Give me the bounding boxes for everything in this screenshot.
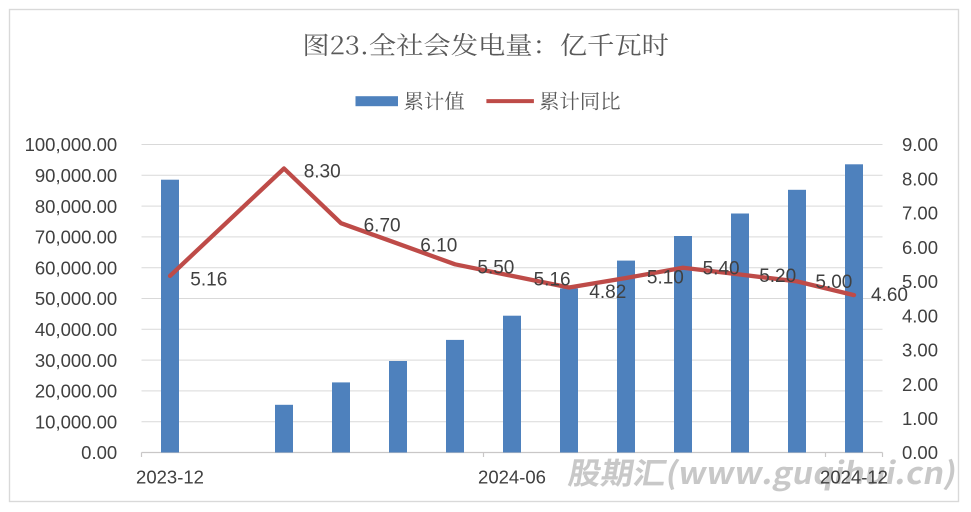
svg-text:4.00: 4.00 [902,305,938,326]
svg-text:5.20: 5.20 [759,266,796,287]
svg-text:4.82: 4.82 [589,282,626,303]
svg-text:70,000.00: 70,000.00 [35,227,117,248]
svg-text:4.60: 4.60 [871,285,908,306]
svg-text:2024-12: 2024-12 [820,467,888,488]
svg-text:5.00: 5.00 [902,271,938,292]
svg-text:5.00: 5.00 [815,272,852,293]
svg-text:1.00: 1.00 [902,408,938,429]
svg-text:2.00: 2.00 [902,374,938,395]
svg-text:5.10: 5.10 [647,267,684,288]
svg-text:5.40: 5.40 [703,258,740,279]
svg-text:60,000.00: 60,000.00 [35,257,117,278]
svg-text:0.00: 0.00 [902,442,938,463]
svg-text:50,000.00: 50,000.00 [35,288,117,309]
svg-text:90,000.00: 90,000.00 [35,165,117,186]
svg-text:2024-06: 2024-06 [478,467,546,488]
svg-text:7.00: 7.00 [902,203,938,224]
svg-text:0.00: 0.00 [81,442,117,463]
svg-text:40,000.00: 40,000.00 [35,319,117,340]
svg-text:30,000.00: 30,000.00 [35,350,117,371]
svg-text:5.16: 5.16 [190,269,227,290]
svg-text:5.50: 5.50 [477,258,514,279]
svg-text:80,000.00: 80,000.00 [35,196,117,217]
svg-text:6.10: 6.10 [420,235,457,256]
svg-text:3.00: 3.00 [902,340,938,361]
svg-text:100,000.00: 100,000.00 [25,134,118,155]
svg-text:10,000.00: 10,000.00 [35,411,117,432]
svg-text:2023-12: 2023-12 [136,467,204,488]
svg-text:8.30: 8.30 [304,161,341,182]
svg-text:6.70: 6.70 [364,216,401,237]
svg-text:9.00: 9.00 [902,134,938,155]
svg-text:5.16: 5.16 [534,269,571,290]
svg-text:8.00: 8.00 [902,168,938,189]
svg-text:20,000.00: 20,000.00 [35,381,117,402]
svg-text:6.00: 6.00 [902,237,938,258]
